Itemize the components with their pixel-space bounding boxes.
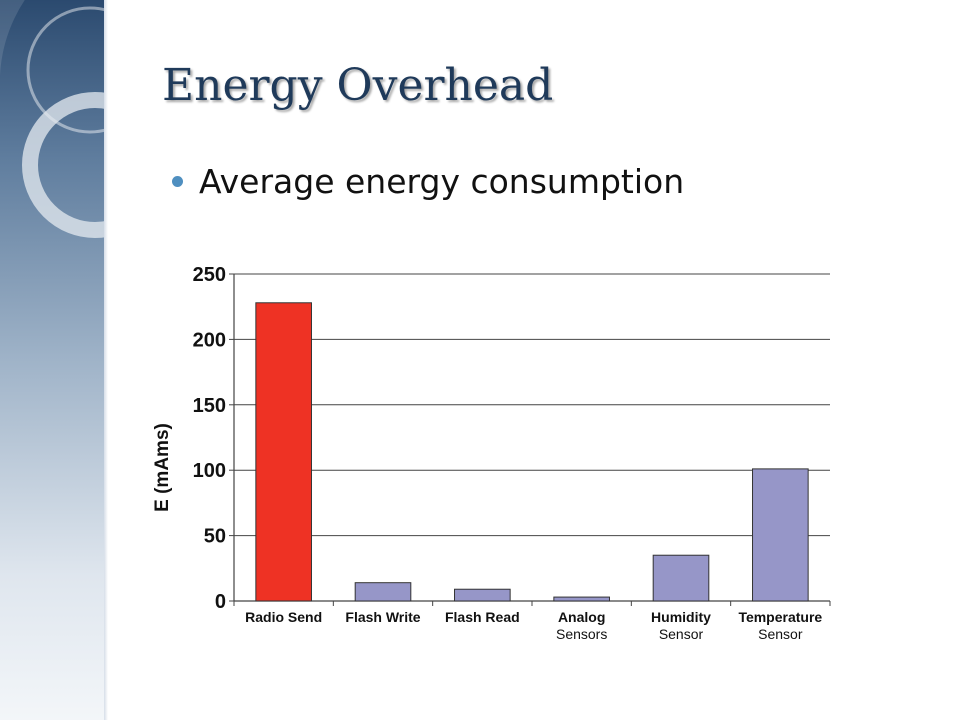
- y-tick-label: 100: [193, 460, 226, 482]
- decorative-sidebar: [0, 0, 108, 720]
- y-tick-label: 250: [193, 264, 226, 286]
- x-category-label: Temperature: [738, 609, 822, 625]
- y-tick-label: 200: [193, 329, 226, 351]
- x-category-label: Sensor: [659, 626, 704, 642]
- bar-1: [255, 302, 312, 602]
- y-tick-label: 0: [215, 591, 226, 613]
- bar-2: [354, 582, 412, 602]
- bullet-item: Average energy consumption: [172, 162, 684, 201]
- x-category-label: Sensors: [556, 626, 607, 642]
- y-tick-label: 150: [193, 395, 226, 417]
- bar-4: [553, 596, 610, 602]
- energy-bar-chart: 0 50 100 150 200 250 Radio Send Flash Write Flas…: [152, 264, 831, 642]
- x-category-label: Sensor: [758, 626, 803, 642]
- x-category-label: Humidity: [651, 609, 711, 625]
- x-category-label: Flash Write: [345, 609, 420, 625]
- y-tick-label: 50: [204, 526, 226, 548]
- bullet-dot-icon: [172, 176, 183, 187]
- x-category-label: Analog: [558, 609, 605, 625]
- bar-3: [454, 588, 511, 602]
- y-axis-label: E (mAms): [152, 423, 173, 512]
- x-category-label: Flash Read: [445, 609, 520, 625]
- bar-6: [752, 468, 809, 602]
- bullet-text: Average energy consumption: [199, 162, 685, 201]
- decorative-circles: [0, 0, 108, 238]
- bar-5: [652, 554, 710, 602]
- slide-title: Energy Overhead: [162, 60, 554, 111]
- x-category-label: Radio Send: [245, 609, 322, 625]
